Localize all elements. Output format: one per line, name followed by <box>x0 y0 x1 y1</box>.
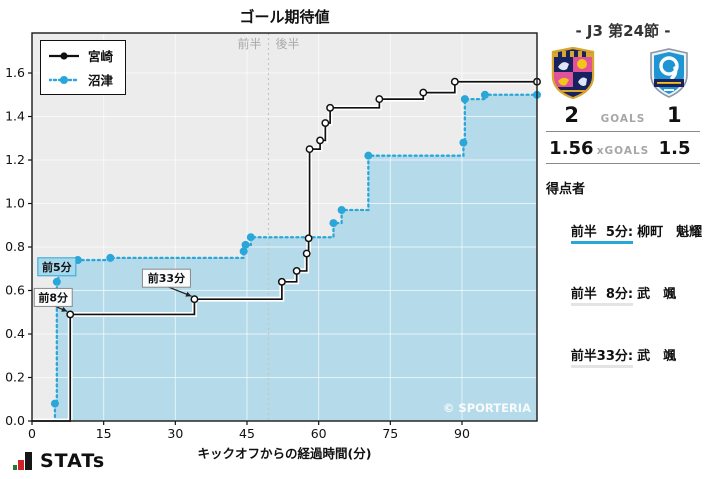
home-team-crest <box>551 47 595 99</box>
away-shot-marker <box>480 90 489 99</box>
away-shot-marker <box>364 151 373 160</box>
y-tick-label: 1.0 <box>5 196 25 211</box>
second-half-label: 後半 <box>275 37 299 51</box>
home-xg-line <box>32 80 537 422</box>
home-shot-marker <box>419 88 428 97</box>
scorer-row: 前半 5分: 柳町 魁耀 <box>546 206 703 259</box>
xgoals-label: xGOALS <box>596 145 650 157</box>
home-shot-marker <box>277 277 286 286</box>
x-tick-label: 90 <box>454 426 470 441</box>
annotation-arrowhead <box>185 291 192 297</box>
away-line-swatch-icon <box>49 75 79 84</box>
stats-logo: STATs <box>12 449 105 471</box>
sporteria-watermark: © SPORTERIA <box>443 401 531 415</box>
x-axis-label: キックオフからの経過時間(分) <box>197 446 372 461</box>
x-tick-label: 75 <box>382 426 398 441</box>
home-shot-marker <box>292 266 301 275</box>
home-line-swatch-icon <box>49 51 79 60</box>
divider <box>546 131 700 132</box>
scorers-heading: 得点者 <box>546 182 586 197</box>
away-shot-marker <box>459 138 468 147</box>
annotation-box <box>37 257 77 277</box>
scorer-name: 武 颯 <box>637 349 677 364</box>
annotation-label: 前5分 <box>42 260 72 274</box>
annotation-label: 前8分 <box>38 290 68 304</box>
x-tick-label: 30 <box>167 426 183 441</box>
y-tick-label: 0.6 <box>5 283 25 298</box>
annotation-label: 前33分 <box>148 271 185 285</box>
annotation-box <box>141 268 191 288</box>
y-tick-label: 0.0 <box>5 413 25 428</box>
annotation-arrowhead <box>61 306 68 312</box>
x-tick-label: 60 <box>311 426 327 441</box>
away-shot-marker <box>50 399 59 408</box>
scorer-time: 前半 5分: <box>570 221 634 244</box>
legend-label-home: 宮崎 <box>88 49 114 64</box>
plot-frame <box>31 32 538 422</box>
chart-legend: 宮崎 沼津 <box>40 40 127 95</box>
away-goals: 1 <box>667 103 682 127</box>
home-shot-marker <box>326 103 335 112</box>
home-shot-marker <box>305 145 314 154</box>
scorer-row: 前半 8分: 武 颯 <box>546 268 700 321</box>
home-shot-marker <box>190 295 199 304</box>
scorer-row: 前半33分: 武 颯 <box>546 330 700 383</box>
away-xgoals: 1.5 <box>658 138 691 159</box>
divider <box>546 163 700 164</box>
home-shot-marker <box>316 136 325 145</box>
legend-item-away: 沼津 <box>49 70 113 89</box>
away-shot-marker <box>337 206 346 215</box>
away-shot-marker <box>52 277 61 286</box>
y-tick-label: 1.2 <box>5 152 25 167</box>
away-shot-marker <box>246 233 255 242</box>
y-tick-label: 0.4 <box>5 326 25 341</box>
home-shot-marker <box>302 249 311 258</box>
stats-logo-text: STATs <box>40 450 106 472</box>
y-tick-label: 0.2 <box>5 370 25 385</box>
away-shot-marker <box>106 253 115 262</box>
scorer-time: 前半 8分: <box>570 283 634 306</box>
away-shot-marker <box>460 95 469 104</box>
away-shot-marker <box>239 247 248 256</box>
x-tick-label: 45 <box>239 426 255 441</box>
y-tick-label: 1.4 <box>5 109 25 124</box>
home-shot-marker <box>304 234 313 243</box>
goals-row: 2 GOALS 1 <box>546 103 700 127</box>
legend-label-away: 沼津 <box>88 73 114 88</box>
away-xg-area <box>32 94 537 421</box>
match-summary-panel: - J3 第24節 - <box>546 20 703 383</box>
chart-title: ゴール期待値 <box>239 8 330 26</box>
xgoals-row: 1.56 xGOALS 1.5 <box>546 138 700 159</box>
first-half-label: 前半 <box>237 36 261 51</box>
scorer-name: 武 颯 <box>637 287 677 302</box>
away-shot-marker <box>329 219 338 228</box>
scorer-name: 柳町 魁耀 <box>637 225 703 240</box>
home-goals: 2 <box>564 103 579 127</box>
y-tick-label: 0.8 <box>5 239 25 254</box>
away-team-crest <box>650 48 688 98</box>
goals-label: GOALS <box>600 113 646 125</box>
legend-item-home: 宮崎 <box>49 46 113 65</box>
scorer-time: 前半33分: <box>570 345 634 368</box>
x-tick-label: 0 <box>28 426 36 441</box>
team-crests <box>546 41 700 101</box>
x-tick-label: 15 <box>96 426 112 441</box>
home-shot-marker <box>450 77 459 86</box>
home-shot-marker <box>66 310 75 319</box>
y-tick-label: 1.6 <box>5 65 25 80</box>
round-title: - J3 第24節 - <box>575 22 671 40</box>
away-shot-marker <box>241 240 250 249</box>
home-shot-marker <box>375 95 384 104</box>
home-shot-marker <box>321 119 330 127</box>
bar-chart-logo-icon <box>13 452 32 470</box>
annotation-box <box>33 287 73 307</box>
home-xgoals: 1.56 <box>549 138 594 159</box>
